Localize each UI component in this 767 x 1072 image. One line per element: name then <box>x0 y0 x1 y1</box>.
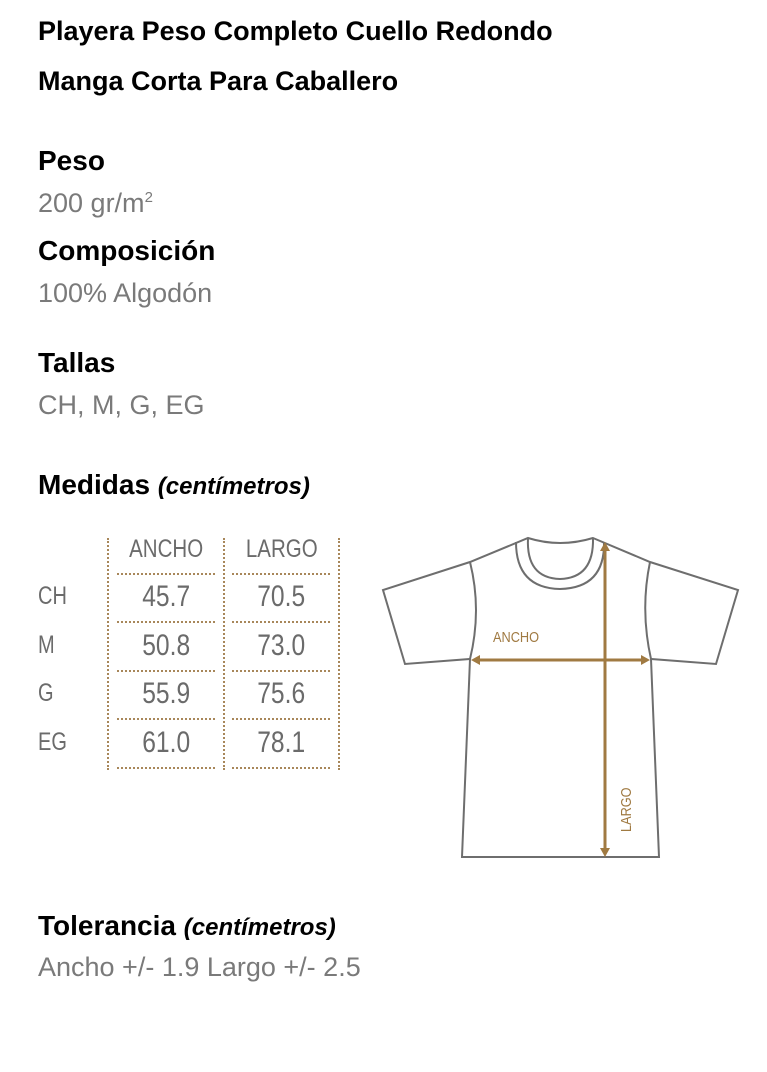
tshirt-outline <box>381 536 740 858</box>
peso-value: 200 gr/m2 <box>38 188 153 218</box>
row-divider <box>232 766 330 769</box>
row-size-label: G <box>38 679 54 707</box>
divider <box>223 538 225 770</box>
row-divider <box>117 669 215 672</box>
column-header-ancho: ANCHO <box>128 535 204 563</box>
divider <box>338 538 340 770</box>
ancho-label: ANCHO <box>493 628 539 645</box>
cell-ancho: 45.7 <box>142 580 190 613</box>
cell-largo: 70.5 <box>257 580 305 613</box>
tallas-value: CH, M, G, EG <box>38 390 205 420</box>
cell-ancho: 50.8 <box>142 628 190 662</box>
tolerancia-value: Ancho +/- 1.9 Largo +/- 2.5 <box>38 952 361 982</box>
cell-ancho: 55.9 <box>142 677 190 710</box>
row-divider <box>117 766 215 769</box>
peso-heading: Peso <box>38 145 105 176</box>
row-divider <box>117 718 215 720</box>
product-title-line-1: Playera Peso Completo Cuello Redondo <box>38 16 553 46</box>
composicion-value: 100% Algodón <box>38 278 213 308</box>
row-divider <box>117 621 215 623</box>
composicion-heading: Composición <box>38 235 216 266</box>
row-divider <box>232 669 330 672</box>
row-size-label: CH <box>38 582 67 610</box>
cell-largo: 75.6 <box>257 677 305 710</box>
medidas-heading: Medidas (centímetros) <box>38 469 310 500</box>
cell-ancho: 61.0 <box>142 725 190 759</box>
row-size-label: EG <box>38 727 67 756</box>
column-header-largo: LARGO <box>246 535 318 563</box>
row-size-label: M <box>38 630 55 659</box>
product-title-line-2: Manga Corta Para Caballero <box>38 66 399 96</box>
cell-largo: 73.0 <box>257 628 305 662</box>
row-divider <box>232 718 330 720</box>
divider <box>107 538 109 770</box>
tallas-heading: Tallas <box>38 347 116 378</box>
largo-label: LARGO <box>617 787 634 832</box>
cell-largo: 78.1 <box>257 725 305 759</box>
tolerancia-heading: Tolerancia (centímetros) <box>38 910 336 941</box>
row-divider <box>232 621 330 623</box>
